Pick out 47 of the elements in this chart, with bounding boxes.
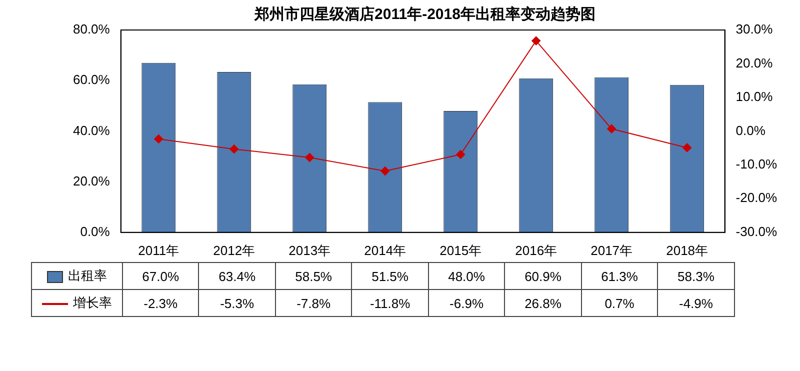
x-tick-label: 2011年 — [138, 242, 180, 258]
x-tick-label: 2018年 — [666, 242, 708, 258]
point — [607, 124, 616, 134]
data-label: 58.3% — [658, 262, 734, 290]
point — [230, 144, 239, 154]
y2-tick-label: -30.0% — [736, 224, 778, 239]
data-label: 0.7% — [581, 290, 658, 316]
y-tick-label: 40.0% — [72, 122, 110, 138]
data-label: 67.0% — [122, 262, 199, 290]
y2-tick-label: 20.0% — [736, 55, 774, 70]
data-label: 58.5% — [275, 262, 352, 290]
y-tick-label: 20.0% — [72, 173, 110, 188]
y-tick-label: 0.0% — [80, 224, 110, 239]
point — [682, 143, 692, 152]
point — [456, 150, 466, 159]
y2-tick-label: 10.0% — [736, 89, 774, 104]
data-label: 63.4% — [198, 262, 276, 290]
legend-label: 出租率 — [68, 268, 107, 283]
data-label: 61.3% — [581, 262, 658, 290]
x-tick-label: 2014年 — [364, 242, 406, 258]
data-label: -6.9% — [428, 290, 505, 316]
x-tick-label: 2016年 — [515, 242, 558, 258]
x-tick-label: 2013年 — [288, 242, 331, 258]
legend-label: 增长率 — [72, 295, 112, 310]
point — [380, 166, 390, 176]
point — [532, 36, 541, 46]
point — [305, 153, 314, 162]
data-label: -5.3% — [198, 290, 276, 316]
data-label: -7.8% — [275, 290, 352, 316]
y2-tick-label: 0.0% — [736, 122, 766, 138]
y2-tick-label: -20.0% — [736, 190, 778, 206]
y-tick-label: 60.0% — [72, 72, 110, 88]
data-label: 60.9% — [504, 262, 582, 290]
data-label: 51.5% — [352, 262, 428, 290]
x-tick-label: 2017年 — [590, 242, 633, 258]
chart-title: 郑州市四星级酒店2011年-2018年出租率变动趋势图 — [254, 5, 596, 24]
y-tick-label: 80.0% — [72, 22, 110, 37]
point — [154, 134, 164, 144]
data-label: -2.3% — [122, 290, 199, 316]
x-tick-label: 2012年 — [213, 242, 256, 258]
data-label: -11.8% — [352, 290, 428, 316]
y2-tick-label: 30.0% — [736, 22, 774, 37]
data-label: 26.8% — [504, 290, 582, 316]
data-label: 48.0% — [428, 262, 505, 290]
x-tick-label: 2015年 — [440, 242, 482, 258]
data-label: -4.9% — [658, 290, 734, 316]
y2-tick-label: -10.0% — [736, 156, 778, 172]
